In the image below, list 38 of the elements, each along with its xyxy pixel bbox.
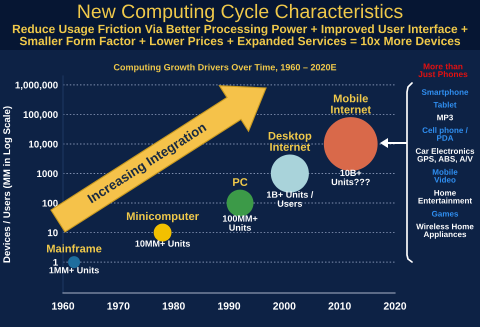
annotation: Mainframe bbox=[47, 244, 102, 253]
text: Tablet bbox=[434, 102, 456, 108]
x-tick-label: 2010 bbox=[328, 302, 351, 310]
annotation: 10MM+ Units bbox=[135, 240, 190, 247]
annotation: Mobile Internet bbox=[331, 94, 371, 114]
annotation: 1MM+ Units bbox=[49, 266, 99, 274]
y-tick-label: 10,000 bbox=[29, 140, 58, 149]
chart-subtitle: Reduce Usage Friction Via Better Processing Power + Improved User Interface + Smaller Form Factor + Lower Prices + Expanded Services = 10x More Devices bbox=[12, 24, 468, 48]
text: MP3 bbox=[437, 114, 453, 120]
annotation: Desktop Internet bbox=[268, 132, 312, 151]
y-tick-label: 1000 bbox=[37, 170, 58, 178]
annotation: 1B+ Units / Users bbox=[266, 191, 314, 207]
annotation: 10B+ Units??? bbox=[332, 170, 370, 186]
y-tick-label: 1,000,000 bbox=[16, 82, 58, 90]
text: Cell phone / PDA bbox=[422, 127, 468, 141]
annotation: 100MM+ Units bbox=[222, 215, 258, 231]
y-tick-label: 100 bbox=[42, 200, 58, 207]
x-tick-label: 1960 bbox=[52, 302, 74, 310]
text: Home Entertainment bbox=[418, 190, 472, 204]
chart-title: New Computing Cycle Characteristics bbox=[78, 4, 402, 22]
text: Mobile Video bbox=[432, 168, 458, 183]
y-tick-label: 1 bbox=[53, 258, 58, 266]
x-tick-label: 1990 bbox=[218, 302, 240, 310]
annotation: Minicomputer bbox=[126, 212, 199, 222]
y-axis-title: Devices / Users (MM in Log Scale) bbox=[3, 106, 12, 262]
text: Car Electronics GPS, ABS, A/V bbox=[416, 148, 474, 163]
x-tick-label: 2000 bbox=[273, 302, 296, 310]
y-tick-label: 100,000 bbox=[24, 111, 58, 120]
text: Computing Growth Drivers Over Time, 1960 – 2020E bbox=[114, 64, 336, 72]
y-tick-label: 10 bbox=[48, 229, 58, 236]
x-tick-label: 1970 bbox=[107, 302, 130, 310]
text: Wireless Home Appliances bbox=[416, 223, 474, 239]
x-tick-label: 1980 bbox=[162, 302, 185, 310]
x-tick-label: 2020 bbox=[384, 302, 406, 310]
text: Games bbox=[432, 210, 458, 217]
text: More than Just Phones bbox=[418, 63, 468, 78]
annotation: PC bbox=[233, 178, 248, 186]
text: Smartphone bbox=[422, 89, 468, 97]
